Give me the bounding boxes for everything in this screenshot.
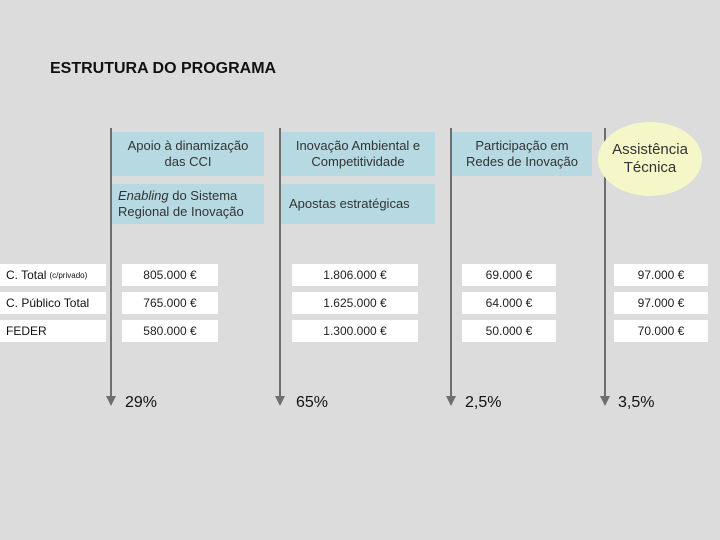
table-cell: 50.000 € (462, 320, 556, 342)
arrow-down-icon (106, 396, 116, 406)
heading-participacao-redes: Participação em Redes de Inovação (452, 132, 592, 176)
percent-label-1: 29% (125, 394, 158, 411)
column-line-1 (110, 128, 112, 398)
row-label-c-publico-total: C. Público Total (0, 292, 106, 314)
subheading-apostas: Apostas estratégicas (281, 184, 435, 224)
table-cell: 97.000 € (614, 292, 708, 314)
percent-label-2: 65% (296, 394, 329, 411)
table-cell: 64.000 € (462, 292, 556, 314)
heading-label: Apoio à dinamização das CCI (127, 138, 249, 169)
heading-label: Assistência Técnica (612, 141, 688, 176)
table-cell: 580.000 € (122, 320, 218, 342)
table-cell: 805.000 € (122, 264, 218, 286)
subheading-enabling: Enabling do Sistema Regional de Inovação (112, 184, 264, 224)
column-line-3 (450, 128, 452, 398)
table-cell: 97.000 € (614, 264, 708, 286)
row-label-feder: FEDER (0, 320, 106, 342)
table-cell: 1.300.000 € (292, 320, 418, 342)
row-label-c-total: C. Total (c/privado) (0, 264, 106, 286)
percent-label-3: 2,5% (465, 394, 502, 411)
arrow-down-icon (275, 396, 285, 406)
subheading-label: Apostas estratégicas (289, 196, 410, 211)
table-cell: 70.000 € (614, 320, 708, 342)
table-cell: 1.625.000 € (292, 292, 418, 314)
heading-label: Inovação Ambiental e Competitividade (295, 138, 421, 169)
arrow-down-icon (600, 396, 610, 406)
column-line-4 (604, 128, 606, 398)
heading-apoio-dinamizacao: Apoio à dinamização das CCI (112, 132, 264, 176)
table-cell: 69.000 € (462, 264, 556, 286)
column-line-2 (279, 128, 281, 398)
heading-assistencia-tecnica: Assistência Técnica (598, 122, 702, 196)
arrow-down-icon (446, 396, 456, 406)
percent-label-4: 3,5% (618, 394, 655, 411)
page-title: ESTRUTURA DO PROGRAMA (50, 60, 277, 77)
table-cell: 1.806.000 € (292, 264, 418, 286)
table-cell: 765.000 € (122, 292, 218, 314)
heading-inovacao-ambiental: Inovação Ambiental e Competitividade (281, 132, 435, 176)
heading-label: Participação em Redes de Inovação (465, 138, 579, 169)
subheading-label: Enabling do Sistema Regional de Inovação (118, 188, 244, 219)
